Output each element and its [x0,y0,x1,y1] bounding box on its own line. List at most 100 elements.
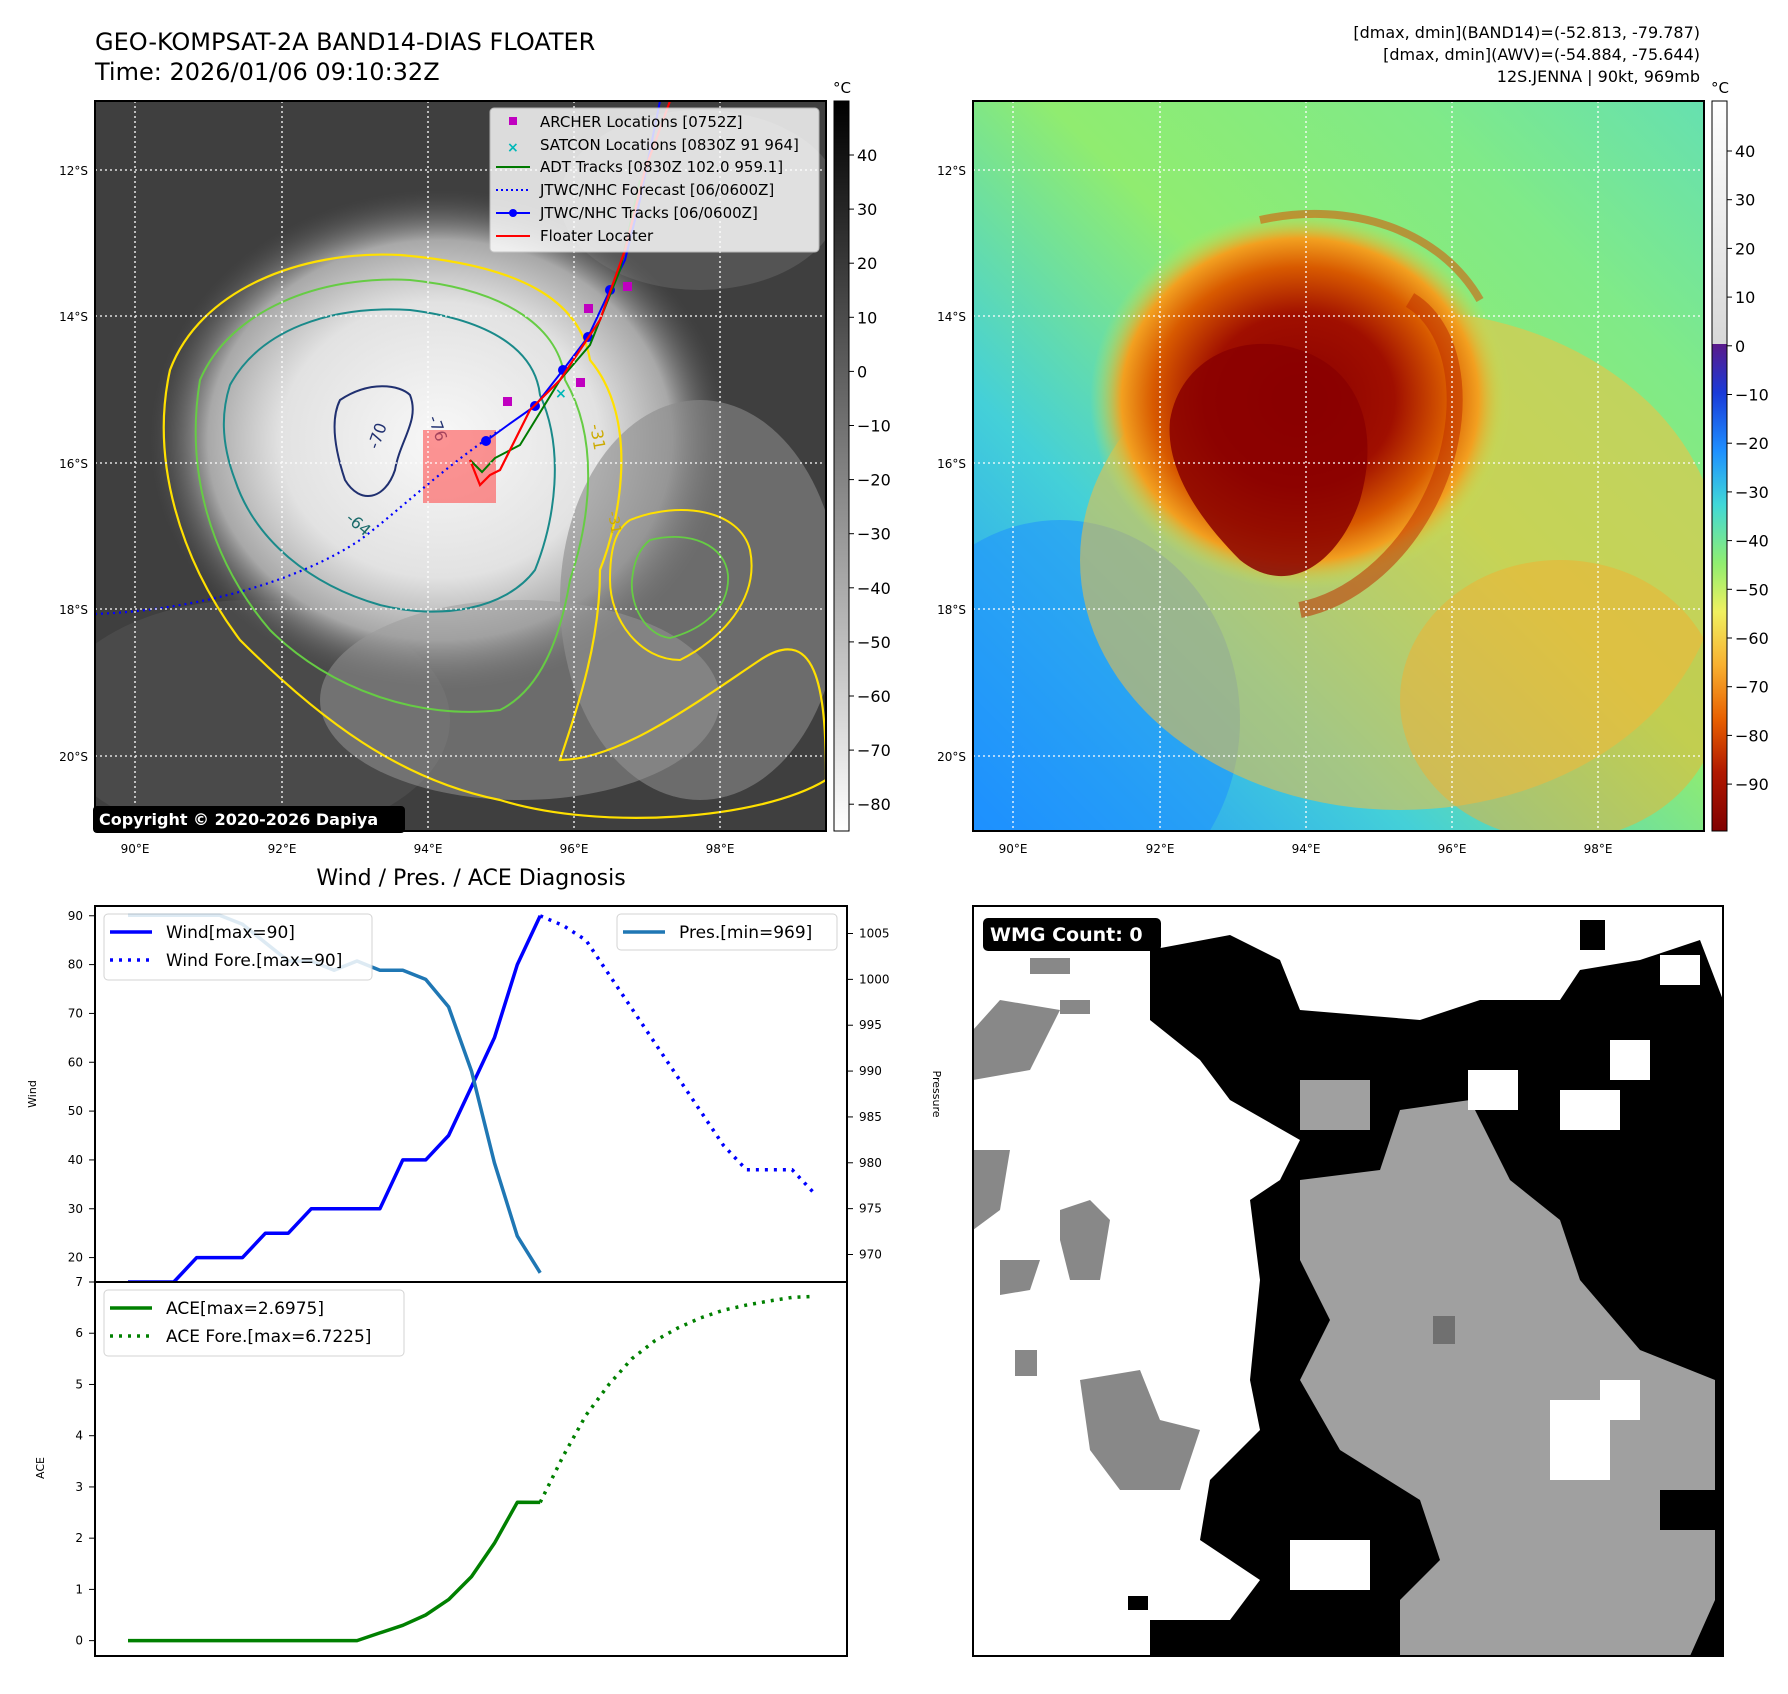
svg-text:92°E: 92°E [268,842,297,856]
awv-colorbar-tick-label: −40 [1735,532,1769,551]
wind-ytick-right-label: 990 [859,1064,882,1078]
ace-ytick-label: 5 [75,1377,83,1391]
wind-ytick-right-label: 1000 [859,972,890,986]
ir-colorbar-tick-label: 30 [857,200,877,219]
wind-ytick-right-label: 985 [859,1110,882,1124]
awv-colorbar-tick-label: −20 [1735,434,1769,453]
svg-text:14°S: 14°S [937,310,966,324]
svg-text:94°E: 94°E [414,842,443,856]
ir-colorbar-tick-label: −50 [857,633,891,652]
awv-colorbar-tick-label: 0 [1735,337,1745,356]
legend-label-jtwc-track: JTWC/NHC Tracks [06/0600Z] [539,204,758,222]
ir-colorbar-tick-label: −10 [857,417,891,436]
ir-lon-labels: 90°E 92°E 94°E 96°E 98°E [121,842,735,856]
ace-ytick-label: 0 [75,1634,83,1648]
wmg-gray-region [1300,1100,1715,1656]
svg-text:20°S: 20°S [937,750,966,764]
awv-colorbar-tick-label: 30 [1735,191,1755,210]
wind-ytick-label: 70 [68,1006,83,1020]
legend-label-floater: Floater Locater [540,227,654,245]
legend-label-ace: ACE[max=2.6975] [166,1299,324,1319]
awv-panel: 12°S 14°S 16°S 18°S 20°S 90°E 92°E 94°E … [937,79,1769,856]
ir-legend: ARCHER Locations [0752Z] × SATCON Locati… [489,107,820,253]
wind-ytick-right-label: 975 [859,1202,882,1216]
figure-time: Time: 2026/01/06 09:10:32Z [94,58,440,86]
awv-colorbar-tick-label: −30 [1735,483,1769,502]
awv-colorbar-tick-label: 20 [1735,239,1755,258]
ir-frame [94,100,827,832]
svg-text:16°S: 16°S [59,457,88,471]
wmg-count-badge [983,918,1161,951]
ace-series-0 [128,1500,541,1643]
svg-text:18°S: 18°S [937,603,966,617]
awv-colorbar-tick-label: −10 [1735,386,1769,405]
ir-contour-green [194,278,590,713]
ir-colorbar-tick-label: −40 [857,579,891,598]
legend-label-pres: Pres.[min=969] [679,923,812,943]
svg-text:90°E: 90°E [121,842,150,856]
wind-ytick-label: 60 [68,1055,83,1069]
ir-colorbar-unit: °C [833,79,851,97]
ir-colorbar [833,100,850,832]
awv-frame [972,100,1705,832]
ace-ytick-label: 3 [75,1480,83,1494]
svg-text:94°E: 94°E [1292,842,1321,856]
legend-marker-archer [509,117,517,125]
legend-label-forecast: JTWC/NHC Forecast [06/0600Z] [539,181,774,199]
ir-contour-teal [222,308,556,613]
awv-colorbar-tick-label: −70 [1735,678,1769,697]
ir-panel: -76 -70 -64 -31 -31 × [59,79,891,856]
diagnosis-title: Wind / Pres. / ACE Diagnosis [316,866,625,891]
ace-ytick-label: 6 [75,1326,83,1340]
ir-colorbar-tick-label: 0 [857,362,867,381]
ir-contour-yellow [162,253,826,819]
legend-label-archer: ARCHER Locations [0752Z] [540,113,743,131]
wind-ytick-right-label: 1005 [859,927,890,941]
awv-colorbar-tick-label: 40 [1735,142,1755,161]
ace-ytick-label: 4 [75,1429,83,1443]
ir-colorbar-ticks: 40 30 20 10 0 −10 −20 −30 −40 −50 −60 −70 −80 [849,146,891,814]
svg-text:12°S: 12°S [937,164,966,178]
ace-axis-label: ACE [34,1457,47,1479]
wind-ytick-label: 90 [68,909,83,923]
wind-series-1 [539,914,817,1196]
ir-lat-labels: 12°S 14°S 16°S 18°S 20°S [59,164,88,764]
svg-text:92°E: 92°E [1146,842,1175,856]
awv-colorbar-tick-label: 10 [1735,288,1755,307]
wind-ytick-label: 30 [68,1202,83,1216]
svg-text:96°E: 96°E [560,842,589,856]
copyright-text: Copyright © 2020-2026 Dapiya [99,810,378,829]
wind-ytick-right-label: 970 [859,1247,882,1261]
legend-label-wind: Wind[max=90] [166,923,295,943]
awv-colorbar [1712,344,1727,831]
ir-colorbar-tick-label: −70 [857,741,891,760]
ir-colorbar-tick-label: 10 [857,308,877,327]
contour-label-31b: -31 [604,510,624,535]
wind-ytick-label: 80 [68,958,83,972]
legend-label-adt: ADT Tracks [0830Z 102.0 959.1] [540,158,783,176]
svg-text:12°S: 12°S [59,164,88,178]
awv-lat-labels: 12°S 14°S 16°S 18°S 20°S [937,164,966,764]
wind-ytick-right-label: 995 [859,1018,882,1032]
copyright-badge [93,806,405,833]
wmg-count-text: WMG Count: 0 [990,924,1143,946]
legend-label-satcon: SATCON Locations [0830Z 91 964] [540,136,799,154]
svg-text:90°E: 90°E [999,842,1028,856]
awv-colorbar-ticks: 40 30 20 10 0 −10 −20 −30 −40 −50 −60 −70 −80 −90 [1727,142,1769,794]
figure-title: GEO-KOMPSAT-2A BAND14-DIAS FLOATER [95,28,595,56]
svg-text:20°S: 20°S [59,750,88,764]
ir-contour-navy [333,385,414,497]
wind-axis-label: Wind [26,1080,39,1108]
ir-colorbar-tick-label: 20 [857,254,877,273]
legend-label-wind-fore: Wind Fore.[max=90] [166,951,342,971]
info-band14: [dmax, dmin](BAND14)=(-52.813, -79.787) [1353,23,1700,42]
legend-marker-satcon: × [507,140,519,156]
awv-lon-labels: 90°E 92°E 94°E 96°E 98°E [999,842,1613,856]
contour-label-31a: -31 [586,422,609,451]
ir-colorbar-tick-label: −80 [857,795,891,814]
ace-chart: ACE 0 1 2 3 4 5 6 7 ACE[max=2.6975] ACE Fore.[m… [34,1275,848,1657]
legend-label-ace-fore: ACE Fore.[max=6.7225] [166,1327,371,1347]
adt-track [469,179,641,474]
